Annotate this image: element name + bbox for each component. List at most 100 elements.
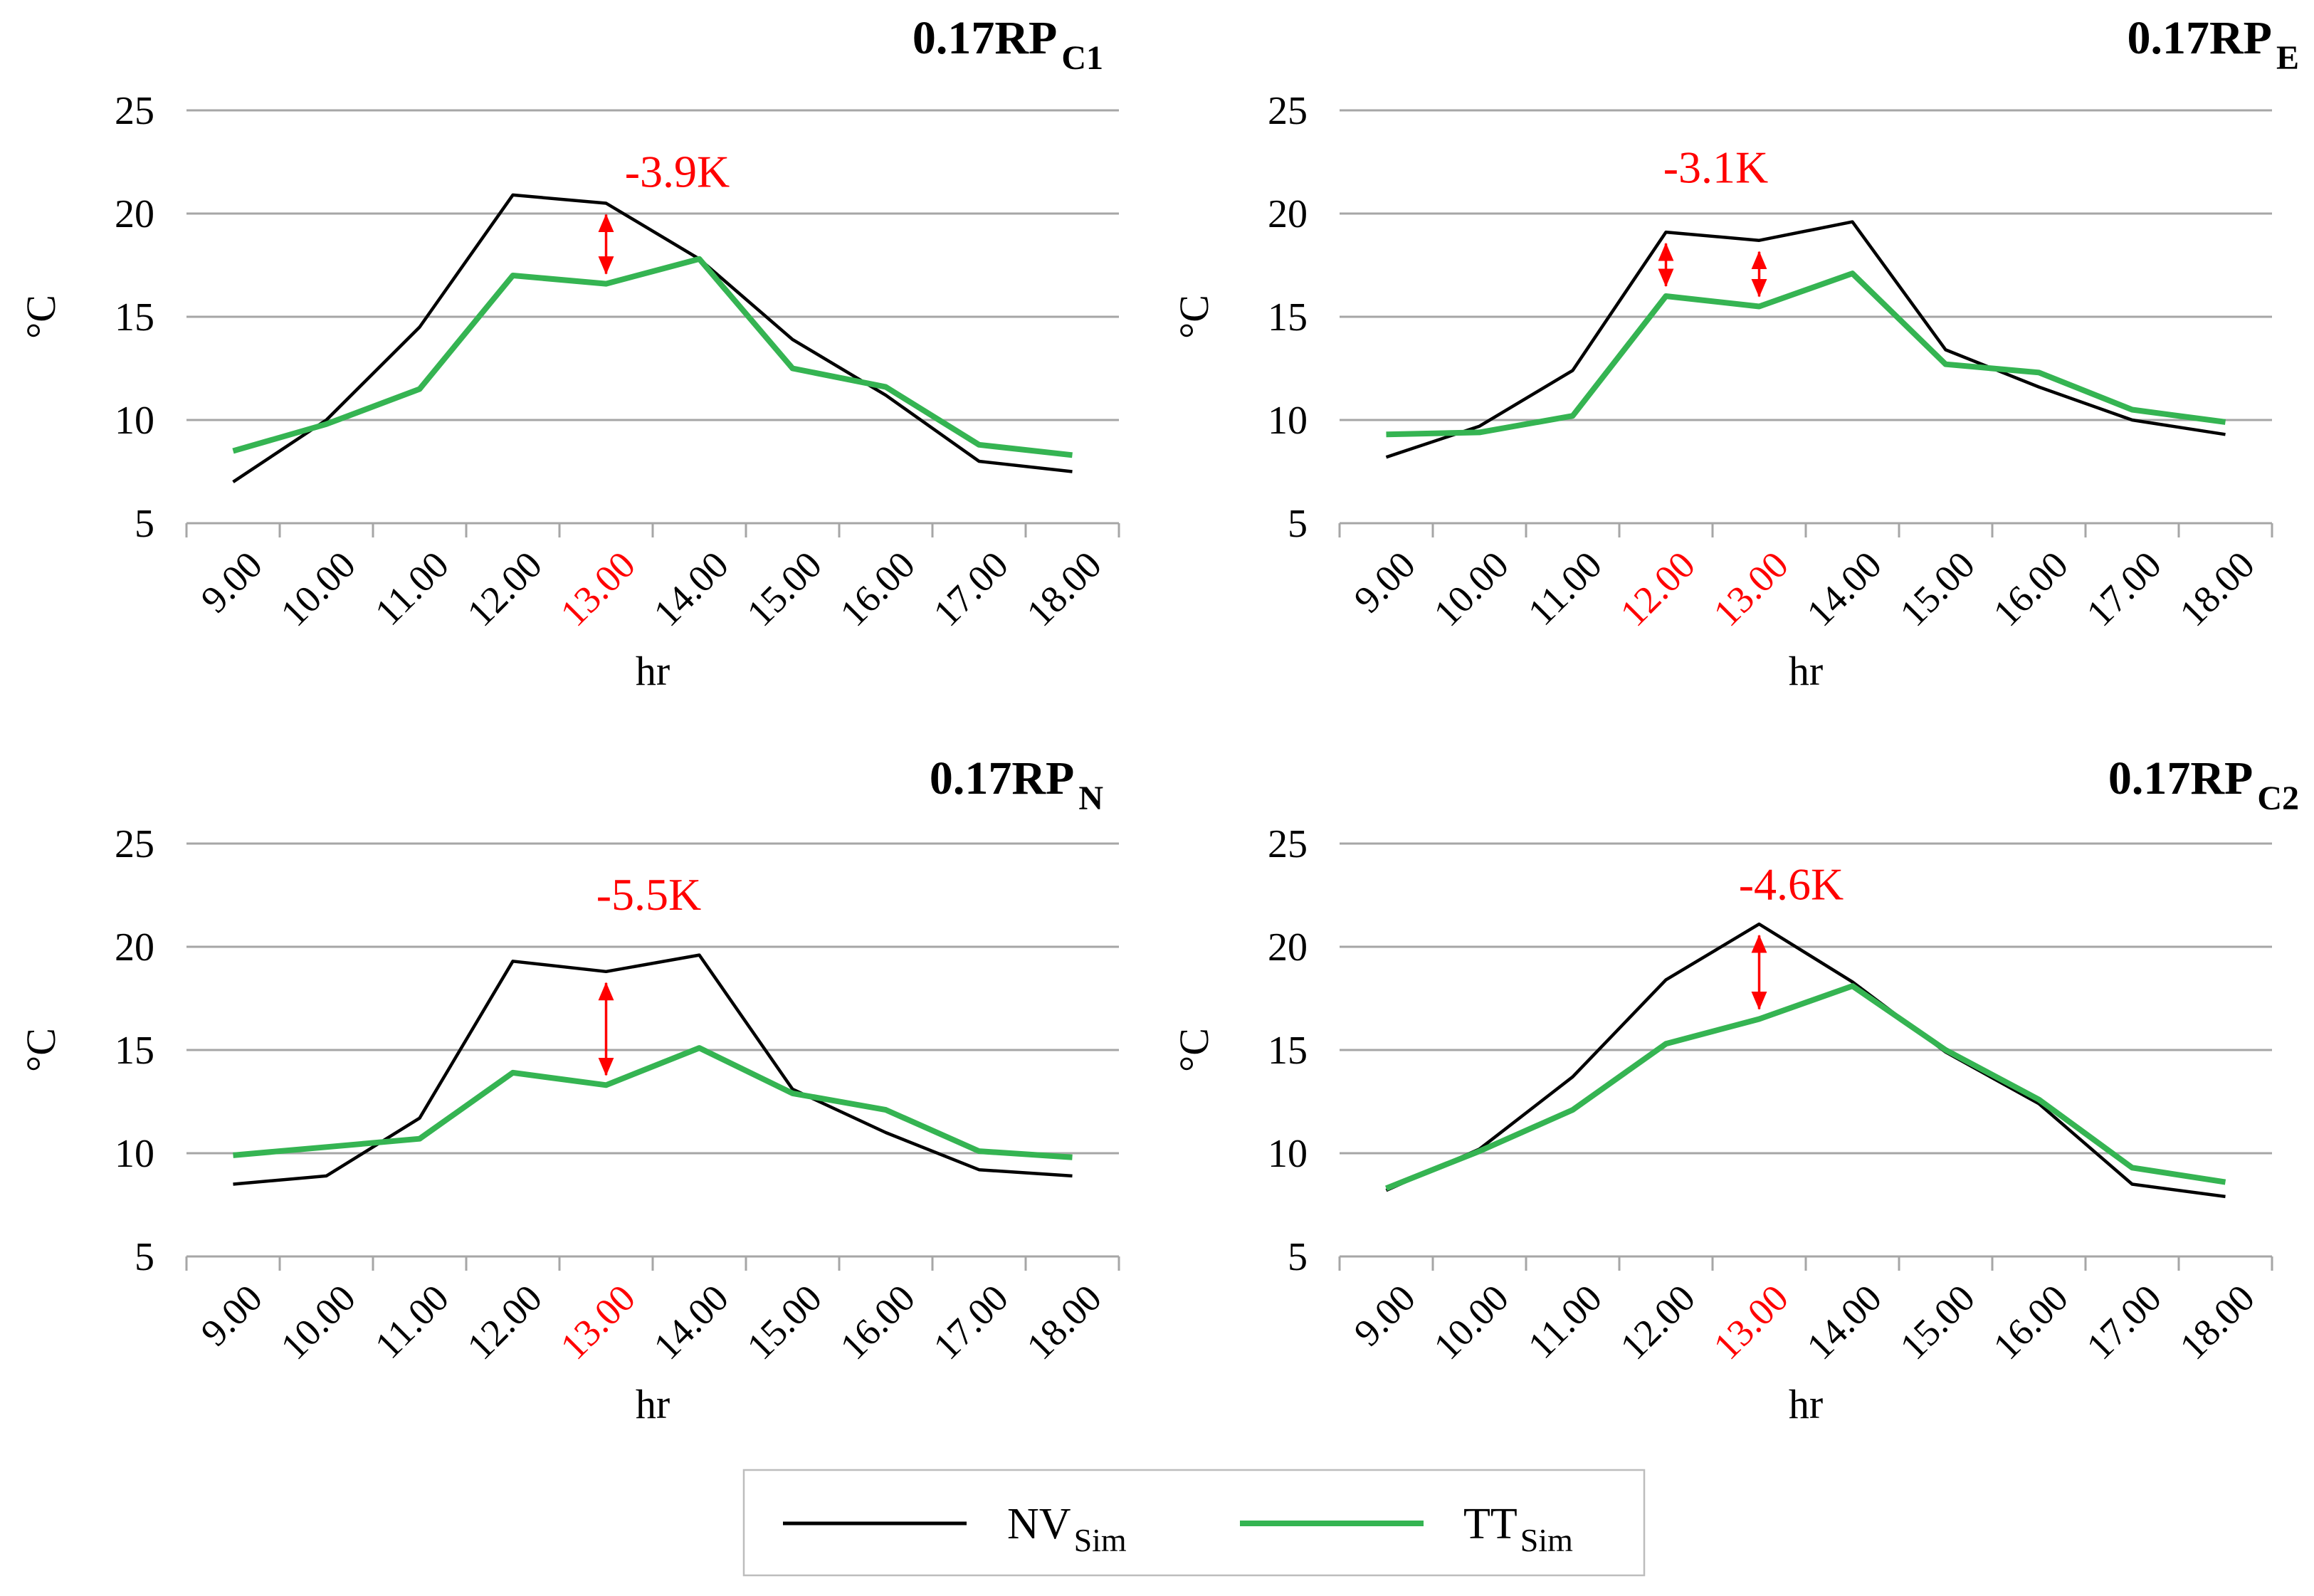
chart-title: 0.17RP N xyxy=(930,752,1103,817)
y-tick-label: 20 xyxy=(115,925,154,970)
x-tick-label: 18.00 xyxy=(1019,1276,1110,1367)
x-tick-label: 14.00 xyxy=(1799,543,1890,634)
y-tick-label: 15 xyxy=(1268,295,1308,340)
y-tick-label: 10 xyxy=(1268,1132,1308,1176)
y-axis-label: °C xyxy=(18,295,64,339)
x-tick-label: 11.00 xyxy=(367,543,457,634)
y-tick-label: 10 xyxy=(115,399,154,443)
legend: NVSim TTSim xyxy=(742,1469,1646,1577)
x-tick-label: 15.00 xyxy=(1892,543,1983,634)
x-tick-label: 14.00 xyxy=(646,1276,737,1367)
chart-title-subscript: E xyxy=(2276,39,2299,77)
delta-label: -3.9K xyxy=(625,146,730,196)
x-tick-label: 10.00 xyxy=(1426,1276,1517,1367)
y-tick-label: 15 xyxy=(1268,1029,1308,1073)
y-tick-label: 20 xyxy=(1268,925,1308,970)
x-axis-label: hr xyxy=(1789,648,1823,694)
tt-sim-line xyxy=(233,1045,1073,1160)
delta-label: -5.5K xyxy=(596,869,702,920)
y-tick-label: 5 xyxy=(1288,502,1308,546)
tt-sim-line xyxy=(232,256,1073,458)
legend-label-base: NV xyxy=(1007,1500,1071,1548)
chart-title-base: 0.17RP xyxy=(930,752,1074,804)
x-tick-label: 18.00 xyxy=(2172,1276,2263,1367)
x-tick-label: 18.00 xyxy=(1019,543,1110,634)
chart-title-base: 0.17RP xyxy=(2128,12,2272,64)
x-tick-label: 9.00 xyxy=(1346,543,1424,621)
y-tick-label: 10 xyxy=(1268,399,1308,443)
chart-title: 0.17RP E xyxy=(2128,12,2300,77)
x-tick-label-highlighted: 13.00 xyxy=(1705,1276,1797,1367)
y-tick-label: 15 xyxy=(115,295,154,340)
y-axis-label: °C xyxy=(1171,295,1217,339)
nv-sim-line xyxy=(232,193,1073,483)
chart-0.17RP-N: 25 20 15 10 5 9.00 10.00 11.00 12.00 13.00 14.00 15… xyxy=(18,752,1120,1427)
x-tick-label: 12.00 xyxy=(1612,1276,1703,1367)
chart-title: 0.17RP C2 xyxy=(2108,752,2299,817)
x-tick-label: 12.00 xyxy=(459,1276,550,1367)
chart-0.17RP-C2: 25 20 15 10 5 9.00 10.00 11.00 12.00 13.00 14.00 15… xyxy=(1171,752,2299,1427)
nv-sim-line xyxy=(233,953,1073,1186)
x-tick-label: 16.00 xyxy=(1985,543,2076,634)
x-tick-label: 12.00 xyxy=(459,543,550,634)
y-axis-label: °C xyxy=(1171,1028,1217,1072)
delta-label: -3.1K xyxy=(1663,142,1769,193)
x-tick-label: 14.00 xyxy=(1799,1276,1890,1367)
y-tick-label: 15 xyxy=(115,1029,154,1073)
y-tick-label: 5 xyxy=(135,502,154,546)
x-tick-label: 15.00 xyxy=(739,543,830,634)
y-tick-label: 20 xyxy=(115,192,154,236)
x-tick-label: 17.00 xyxy=(2078,543,2170,634)
y-tick-label: 20 xyxy=(1268,192,1308,236)
x-tick-label: 18.00 xyxy=(2172,543,2263,634)
x-tick-label: 17.00 xyxy=(2078,1276,2170,1367)
y-tick-label: 25 xyxy=(115,89,154,133)
x-tick-label: 15.00 xyxy=(739,1276,830,1367)
legend-label-subscript: Sim xyxy=(1074,1522,1127,1558)
x-tick-label: 17.00 xyxy=(925,1276,1016,1367)
x-tick-label: 11.00 xyxy=(367,1276,457,1367)
x-tick-label: 10.00 xyxy=(273,543,364,634)
y-tick-label: 10 xyxy=(115,1132,154,1176)
x-tick-label-highlighted: 13.00 xyxy=(552,1276,643,1367)
x-tick-label: 9.00 xyxy=(193,543,270,621)
nv-sim-line xyxy=(1385,922,2226,1199)
x-tick-label: 11.00 xyxy=(1520,543,1610,634)
x-tick-label-highlighted: 13.00 xyxy=(1705,543,1797,634)
tt-sim-line xyxy=(1386,271,2226,438)
y-tick-label: 25 xyxy=(1268,89,1308,133)
chart-title-subscript: N xyxy=(1078,779,1103,817)
x-tick-label-highlighted: 13.00 xyxy=(552,543,643,634)
chart-title: 0.17RP C1 xyxy=(913,12,1103,77)
chart-title-subscript: C2 xyxy=(2257,779,2299,817)
x-tick-label: 16.00 xyxy=(832,1276,923,1367)
delta-label: -4.6K xyxy=(1739,859,1844,909)
legend-label-tt-sim: TTSim xyxy=(1463,1500,1573,1558)
y-tick-label: 5 xyxy=(135,1235,154,1279)
x-tick-label: 9.00 xyxy=(193,1276,270,1354)
legend-label-nv-sim: NVSim xyxy=(1007,1500,1127,1558)
chart-0.17RP-C1: 25 20 15 10 5 9.00 10.00 11.00 12.00 13.00 14.00 15… xyxy=(18,12,1120,694)
x-axis-label: hr xyxy=(636,648,670,694)
x-tick-label: 9.00 xyxy=(1346,1276,1424,1354)
tt-sim-line xyxy=(1385,983,2226,1192)
chart-title-subscript: C1 xyxy=(1061,39,1103,77)
y-axis-label: °C xyxy=(18,1028,64,1072)
x-tick-label: 14.00 xyxy=(646,543,737,634)
chart-title-base: 0.17RP xyxy=(913,12,1057,64)
x-tick-label: 10.00 xyxy=(273,1276,364,1367)
x-axis-label: hr xyxy=(1789,1381,1823,1427)
x-tick-label: 16.00 xyxy=(1985,1276,2076,1367)
x-tick-label: 15.00 xyxy=(1892,1276,1983,1367)
y-tick-label: 25 xyxy=(1268,822,1308,866)
legend-label-subscript: Sim xyxy=(1520,1522,1573,1558)
x-axis-label: hr xyxy=(636,1381,670,1427)
y-tick-label: 25 xyxy=(115,822,154,866)
chart-0.17RP-E: 25 20 15 10 5 9.00 10.00 11.00 12.00 13.00 14.00 15… xyxy=(1171,12,2299,694)
chart-title-base: 0.17RP xyxy=(2108,752,2253,804)
x-tick-label-highlighted: 12.00 xyxy=(1612,543,1703,634)
x-tick-label: 17.00 xyxy=(925,543,1016,634)
nv-sim-line xyxy=(1385,220,2226,459)
